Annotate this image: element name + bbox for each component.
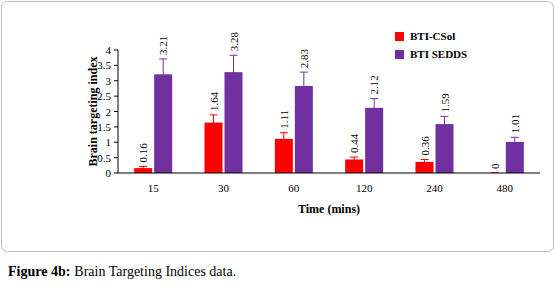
error-bar xyxy=(230,55,238,89)
caption: Figure 4b: Brain Targeting Indices data. xyxy=(8,264,236,279)
data-label: 3.21 xyxy=(157,36,169,55)
y-axis-label: Brain targeting index xyxy=(86,57,100,167)
y-tick xyxy=(114,80,118,81)
y-tick xyxy=(114,142,118,143)
legend-swatch xyxy=(395,50,404,59)
y-tick-label: 1 xyxy=(106,136,112,148)
x-axis xyxy=(118,173,540,174)
legend-label: BTI-CSol xyxy=(410,30,455,42)
data-label: 0.36 xyxy=(419,136,431,156)
y-tick xyxy=(114,126,118,127)
bar xyxy=(345,159,363,173)
x-tick-label: 15 xyxy=(148,182,160,194)
error-bar xyxy=(300,72,308,100)
error-bar xyxy=(159,59,167,90)
caption-text: Brain Targeting Indices data. xyxy=(74,264,236,279)
caption-label: Figure 4b: xyxy=(8,264,70,279)
data-label: 3.28 xyxy=(228,31,240,51)
bar xyxy=(436,124,454,173)
x-axis-label: Time (mins) xyxy=(298,202,360,216)
error-bar xyxy=(421,159,429,164)
bar xyxy=(506,142,524,173)
data-label: 1.59 xyxy=(439,93,451,113)
y-tick xyxy=(114,173,118,174)
data-label: 0.44 xyxy=(348,133,360,153)
legend-label: BTI SEDDS xyxy=(410,48,467,60)
error-bar xyxy=(210,115,218,130)
error-bar xyxy=(139,167,147,170)
bars xyxy=(134,55,524,173)
data-label: 0.16 xyxy=(137,143,149,163)
data-label: 2.12 xyxy=(368,75,380,94)
bar xyxy=(205,123,223,173)
y-axis xyxy=(118,50,119,173)
x-tick-label: 60 xyxy=(288,182,300,194)
error-bar xyxy=(441,116,449,131)
y-tick-label: 3 xyxy=(106,75,112,87)
data-label: 1.01 xyxy=(509,114,521,133)
y-tick xyxy=(114,50,118,51)
data-label: 1.64 xyxy=(208,91,220,111)
y-tick-label: 2 xyxy=(106,106,112,118)
x-tick-label: 30 xyxy=(218,182,230,194)
error-bar xyxy=(280,133,288,145)
x-tick-label: 120 xyxy=(356,182,373,194)
bar xyxy=(365,108,383,173)
data-label: 1.11 xyxy=(278,110,290,129)
data-label: 2.83 xyxy=(298,48,310,68)
y-tick xyxy=(114,111,118,112)
legend-swatch xyxy=(395,32,404,41)
figure-frame xyxy=(2,2,554,252)
y-tick xyxy=(114,157,118,158)
error-bar xyxy=(350,157,358,162)
y-tick-label: 0 xyxy=(106,167,112,179)
x-tick-label: 240 xyxy=(426,182,443,194)
y-tick xyxy=(114,65,118,66)
error-bar xyxy=(370,99,378,117)
error-bar xyxy=(511,137,519,146)
data-label: 0 xyxy=(489,163,501,169)
y-tick-label: 4 xyxy=(106,44,112,56)
chart: 00.511.522.533.540.161.641.110.440.3603.… xyxy=(0,0,555,299)
x-tick-label: 480 xyxy=(497,182,514,194)
y-tick xyxy=(114,96,118,97)
